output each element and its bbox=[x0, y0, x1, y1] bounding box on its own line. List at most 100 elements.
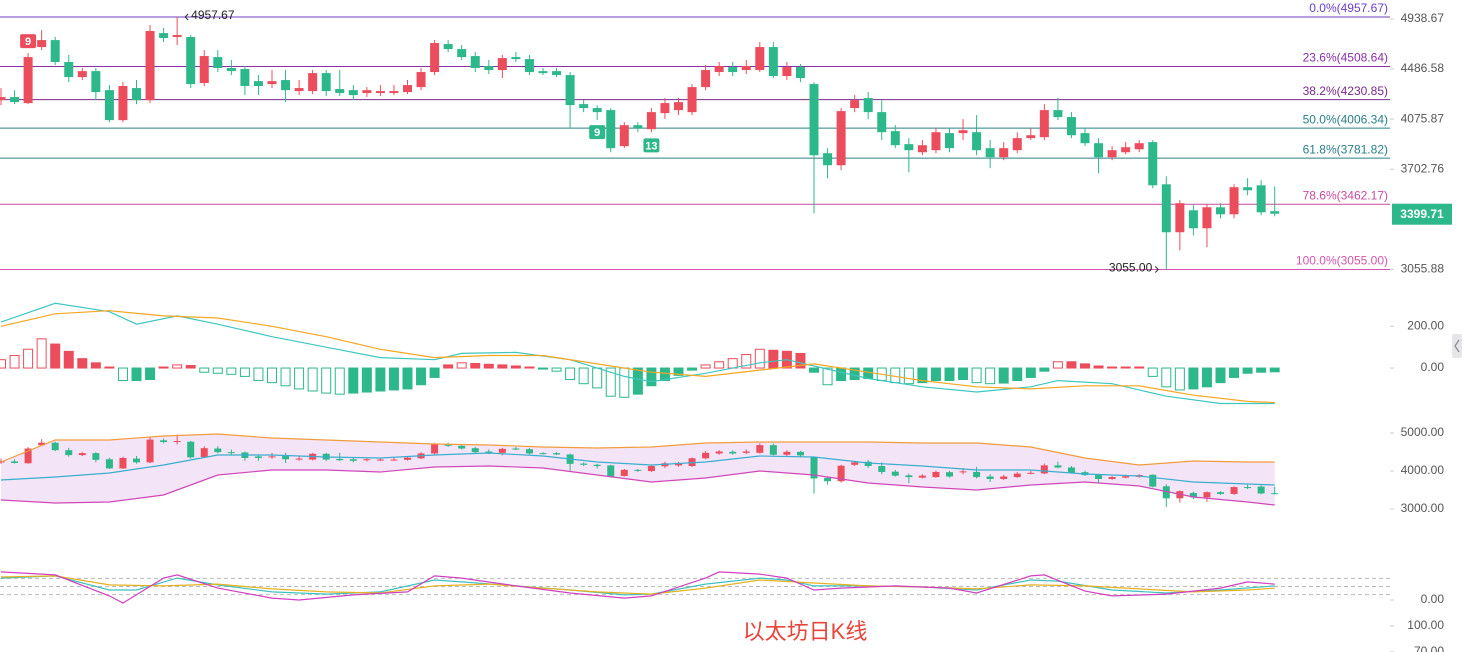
candle-body bbox=[863, 98, 873, 113]
macd-bar bbox=[0, 359, 6, 369]
candle-body bbox=[1134, 143, 1144, 150]
candle-body bbox=[674, 102, 683, 111]
mini-candle-body bbox=[51, 442, 59, 451]
candle-body bbox=[877, 112, 887, 133]
mini-candle-body bbox=[864, 461, 872, 467]
candle-body bbox=[23, 57, 33, 104]
y-tick-label: 4486.58 bbox=[1401, 61, 1445, 75]
td-label: 9 bbox=[25, 36, 31, 48]
macd-bar bbox=[1201, 367, 1212, 388]
mini-candle-body bbox=[932, 471, 940, 478]
macd-bar bbox=[131, 367, 142, 382]
mini-candle-body bbox=[105, 459, 113, 469]
candle-body bbox=[1229, 187, 1239, 215]
macd-bar bbox=[619, 367, 630, 398]
candle-body bbox=[1270, 211, 1280, 214]
mini-candle-body bbox=[498, 448, 506, 453]
mini-candle-body bbox=[959, 471, 967, 473]
candle-body bbox=[1107, 150, 1117, 158]
candle-body bbox=[91, 71, 101, 93]
macd-bar bbox=[1174, 367, 1185, 391]
candle-body bbox=[335, 89, 345, 94]
macd-bar bbox=[9, 355, 20, 369]
mini-candle-body bbox=[837, 465, 845, 482]
mini-candle-body bbox=[1149, 474, 1157, 487]
side-tab[interactable] bbox=[1452, 334, 1462, 358]
mini-candle-body bbox=[810, 457, 818, 479]
candle-body bbox=[1039, 110, 1049, 138]
mini-candle-body bbox=[295, 458, 303, 460]
indicator-line bbox=[0, 310, 1275, 404]
mini-candle-body bbox=[756, 445, 764, 453]
mini-candle-body bbox=[878, 466, 886, 472]
macd-bar bbox=[23, 348, 34, 369]
candle-body bbox=[1161, 184, 1171, 233]
candle-body bbox=[457, 49, 467, 58]
candle-body bbox=[850, 100, 860, 109]
macd-bar bbox=[1025, 367, 1036, 378]
macd-bar bbox=[239, 367, 250, 377]
macd-bar bbox=[565, 367, 576, 381]
macd-bar bbox=[673, 367, 684, 376]
macd-bar bbox=[1080, 363, 1090, 369]
macd-bar bbox=[1161, 367, 1172, 388]
mini-candle-body bbox=[1230, 487, 1238, 494]
candle-body bbox=[118, 86, 128, 121]
candle-body bbox=[132, 88, 141, 101]
candle-body bbox=[904, 144, 914, 151]
mini-candle-body bbox=[390, 459, 398, 461]
mini-candle-body bbox=[796, 451, 804, 456]
macd-bar bbox=[212, 367, 223, 374]
mini-candle-body bbox=[1000, 476, 1008, 480]
candle-body bbox=[443, 44, 453, 50]
candle-body bbox=[1256, 185, 1266, 213]
macd-bar bbox=[1188, 367, 1199, 390]
candle-body bbox=[538, 71, 548, 74]
candle-body bbox=[687, 87, 697, 113]
macd-bar bbox=[700, 364, 711, 369]
macd-bar bbox=[185, 365, 196, 369]
macd-bar bbox=[321, 367, 332, 394]
macd-bar bbox=[592, 367, 603, 389]
mini-candle-body bbox=[891, 471, 899, 476]
macd-bar bbox=[483, 363, 494, 369]
candle-body bbox=[1202, 207, 1212, 229]
macd-bar bbox=[917, 367, 928, 384]
y-tick-label: 70.00 bbox=[1414, 644, 1444, 652]
macd-bar bbox=[307, 367, 318, 392]
mini-candle-body bbox=[973, 471, 981, 478]
mini-candle-body bbox=[512, 448, 520, 450]
candle-body bbox=[362, 90, 372, 94]
mini-candle-body bbox=[1271, 493, 1279, 495]
last-price: 3399.71 bbox=[1400, 207, 1444, 221]
y-tick-label: 200.00 bbox=[1407, 318, 1444, 332]
candle-body bbox=[917, 145, 927, 153]
candle-body bbox=[633, 125, 643, 129]
candle-body bbox=[375, 91, 385, 94]
mini-candle-body bbox=[1244, 487, 1252, 489]
candle-body bbox=[836, 111, 846, 166]
fib-label: 100.0%(3055.00) bbox=[1296, 254, 1388, 268]
macd-bar bbox=[361, 367, 372, 393]
side-tab-arrow[interactable] bbox=[1454, 339, 1460, 353]
candle-body bbox=[1121, 147, 1131, 153]
mini-candle-body bbox=[458, 445, 466, 449]
candle-body bbox=[1243, 187, 1253, 191]
macd-bar bbox=[578, 367, 589, 385]
macd-bar bbox=[809, 367, 819, 373]
mini-candle-body bbox=[918, 475, 926, 478]
macd-bar bbox=[714, 361, 725, 369]
caption: 以太坊日K线 bbox=[743, 619, 868, 644]
macd-bar bbox=[903, 367, 914, 385]
macd-bar bbox=[958, 367, 969, 381]
macd-bar bbox=[1215, 367, 1226, 384]
fib-label: 78.6%(3462.17) bbox=[1303, 188, 1388, 202]
candle-body bbox=[1094, 143, 1104, 158]
macd-bar bbox=[754, 348, 765, 369]
indicator-line bbox=[0, 433, 1275, 466]
macd-bar bbox=[551, 367, 562, 372]
macd-bar bbox=[659, 367, 670, 382]
candle-body bbox=[552, 71, 562, 76]
mini-candle-body bbox=[471, 448, 479, 453]
